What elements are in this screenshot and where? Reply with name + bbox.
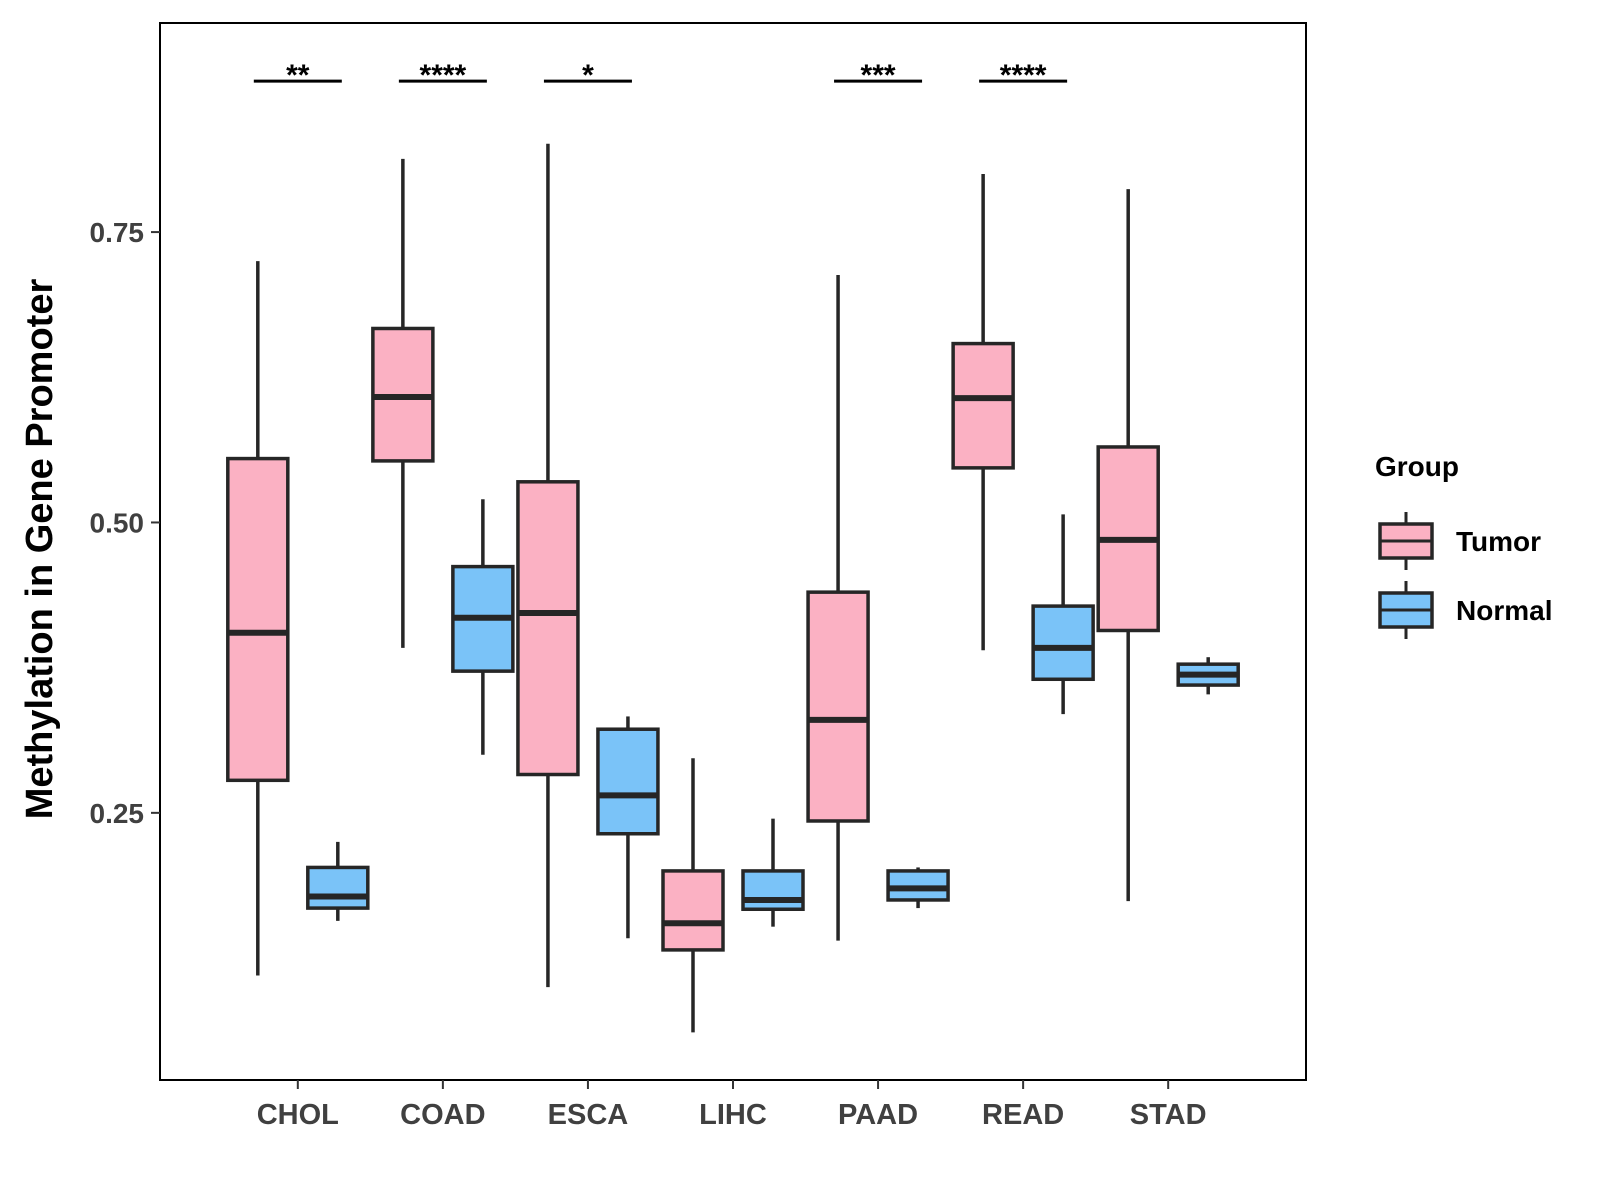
x-tick-label: ESCA [548, 1099, 629, 1131]
x-tick-label: LIHC [699, 1099, 767, 1131]
y-tick-label: 0.25 [90, 798, 145, 829]
significance-label: **** [420, 59, 467, 92]
box-body [741, 869, 805, 912]
tumor-box-stad [1096, 189, 1160, 902]
box-body [1031, 604, 1095, 682]
tumor-box-coad [371, 158, 435, 648]
box-body [661, 869, 725, 952]
axes-group: 0.25 0.50 0.75 CHOL COAD ESCA LIHC PAAD READ STAD [90, 217, 1207, 1131]
significance-label: **** [1000, 59, 1047, 92]
legend-label: Tumor [1456, 526, 1541, 557]
x-tick-label: PAAD [838, 1099, 918, 1131]
legend-entry-tumor: Tumor [1378, 512, 1541, 570]
normal-box-paad [886, 867, 950, 909]
normal-box-lihc [741, 818, 805, 927]
y-tick-label: 0.50 [90, 507, 145, 538]
significance-label: *** [861, 59, 896, 92]
y-tick-label: 0.75 [90, 217, 145, 248]
legend-label: Normal [1456, 595, 1552, 626]
normal-box-esca [596, 716, 660, 939]
box-body [306, 865, 370, 910]
boxes-group [226, 143, 1240, 1033]
y-axis-label: Methylation in Gene Promoter [19, 279, 61, 820]
normal-box-read [1031, 514, 1095, 715]
x-tick-label: CHOL [257, 1099, 339, 1131]
tumor-box-esca [516, 143, 580, 988]
tumor-box-read [951, 174, 1015, 651]
x-tick-label: STAD [1130, 1099, 1207, 1131]
box-body [226, 456, 290, 783]
x-tick-label: READ [982, 1099, 1064, 1131]
normal-box-chol [306, 841, 370, 921]
box-body [596, 727, 660, 836]
significance-label: * [582, 59, 594, 92]
tumor-box-lihc [661, 758, 725, 1033]
x-tick-label: COAD [400, 1099, 485, 1131]
box-body [516, 480, 580, 777]
legend-title: Group [1375, 451, 1459, 482]
legend: Group Tumor Normal [1375, 451, 1552, 639]
significance-label: ** [286, 59, 310, 92]
legend-entry-normal: Normal [1378, 581, 1552, 639]
box-body [806, 590, 870, 823]
significance-group: ** **** * *** **** [253, 59, 1068, 92]
normal-box-stad [1176, 657, 1240, 695]
box-body [951, 341, 1015, 470]
tumor-box-chol [226, 261, 290, 976]
normal-box-coad [451, 499, 515, 755]
tumor-box-paad [806, 275, 870, 941]
